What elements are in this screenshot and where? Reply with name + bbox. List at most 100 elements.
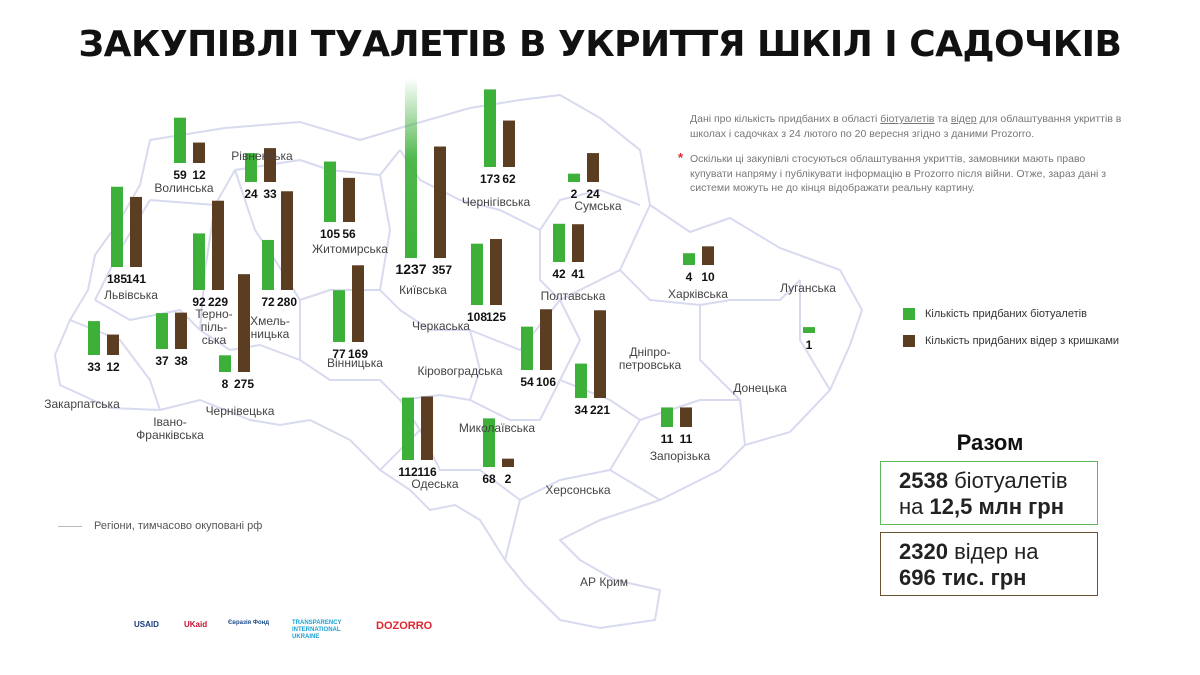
region-name-донецька: Донецька (733, 381, 787, 395)
value-toilets-івано-франківська: 37 (155, 354, 169, 368)
value-buckets-чернігівська: 62 (502, 172, 516, 186)
page-title: ЗАКУПІВЛІ ТУАЛЕТІВ В УКРИТТЯ ШКІЛ І САДО… (78, 24, 1123, 65)
toilets-on: на (899, 494, 924, 519)
totals-buckets-box: 2320 відер на 696 тис. грн (880, 532, 1098, 596)
bar-toilets-харківська (683, 253, 695, 265)
bar-marks (88, 78, 815, 467)
value-buckets-харківська: 10 (701, 270, 715, 284)
value-buckets-полтавська: 41 (571, 267, 585, 281)
bar-buckets-сумська (587, 153, 599, 182)
bar-buckets-київська (434, 146, 446, 258)
bar-toilets-житомирська (324, 161, 336, 222)
region-name-житомирська: Житомирська (312, 242, 388, 256)
bar-buckets-волинська (193, 142, 205, 163)
value-buckets-вінницька: 169 (348, 347, 368, 361)
value-toilets-рівненська: 24 (244, 187, 258, 201)
occupied-label: Регіони, тимчасово окуповані рф (94, 520, 263, 532)
value-toilets-хмельницька: 72 (261, 295, 275, 309)
region-name-закарпатська: Закарпатська (44, 397, 120, 411)
link-buckets[interactable]: відер (950, 113, 977, 125)
bar-buckets-хмельницька (281, 191, 293, 290)
value-toilets-черкаська: 108 (467, 310, 487, 324)
region-name-тернопільська: Терно-піль-ська (195, 307, 232, 347)
region-name-львівська: Львівська (104, 288, 158, 302)
region-name-дніпропетровська: Дніпро-петровська (619, 345, 682, 372)
value-toilets-тернопільська: 92 (192, 295, 206, 309)
bar-toilets-івано-франківська (156, 313, 168, 349)
totals-toilets-box: 2538 біотуалетів на 12,5 млн грн (880, 461, 1098, 525)
value-buckets-львівська: 141 (126, 272, 146, 286)
value-toilets-волинська: 59 (173, 168, 187, 182)
bar-buckets-одеська (421, 396, 433, 460)
bar-buckets-черкаська (490, 239, 502, 305)
bar-buckets-чернігівська (503, 120, 515, 167)
bar-toilets-одеська (402, 397, 414, 460)
usaid-logo: USAID (134, 620, 159, 629)
bar-toilets-волинська (174, 117, 186, 163)
legend-label-buckets: Кількість придбаних відер з кришками (925, 335, 1120, 347)
ukaid-logo: UKaid (184, 620, 208, 629)
buckets-count: 2320 (899, 539, 948, 564)
toilets-count: 2538 (899, 468, 948, 493)
buckets-sum: 696 тис. грн (899, 565, 1027, 590)
value-buckets-одеська: 116 (417, 465, 437, 479)
region-name-запорізька: Запорізька (650, 449, 711, 463)
link-toilets[interactable]: біотуалетів (880, 113, 935, 125)
bar-buckets-рівненська (264, 148, 276, 182)
bar-toilets-чернігівська (484, 89, 496, 167)
note-text-start: Дані про кількість придбаних в області (690, 113, 881, 125)
bar-toilets-луганська (803, 327, 815, 333)
region-name-одеська: Одеська (411, 477, 459, 491)
bar-toilets-дніпропетровська (575, 363, 587, 398)
bar-buckets-дніпропетровська (594, 310, 606, 398)
value-toilets-львівська: 185 (107, 272, 127, 286)
source-note: Дані про кількість придбаних в області б… (690, 112, 1130, 141)
legend-swatch-brown (903, 335, 915, 347)
bar-buckets-тернопільська (212, 200, 224, 290)
totals-heading: Разом (956, 430, 1024, 455)
value-toilets-чернігівська: 173 (480, 172, 500, 186)
bar-toilets-хмельницька (262, 239, 274, 290)
bar-buckets-закарпатська (107, 334, 119, 355)
legend-swatch-green (903, 308, 915, 320)
bar-toilets-миколаївська (483, 418, 495, 467)
region-name-вінницька: Вінницька (327, 356, 383, 370)
bar-toilets-закарпатська (88, 321, 100, 355)
toilets-word: біотуалетів (954, 468, 1068, 493)
value-toilets-сумська: 2 (571, 187, 578, 201)
region-name-івано-франківська: Івано-Франківська (136, 415, 204, 442)
bar-toilets-рівненська (245, 153, 257, 182)
value-buckets-кіровоградська: 106 (536, 375, 556, 389)
value-toilets-запорізька: 11 (661, 432, 674, 446)
legend-label-toilets: Кількість придбаних біотуалетів (925, 308, 1087, 320)
region-name-полтавська: Полтавська (541, 289, 606, 303)
country-outline (54, 94, 863, 629)
note-text-end: для облаштування укриттів в школах і сад… (690, 113, 1122, 140)
value-buckets-рівненська: 33 (263, 187, 277, 201)
bar-toilets-київська (405, 78, 417, 258)
region-name-кіровоградська: Кіровоградська (417, 364, 502, 378)
value-toilets-полтавська: 42 (552, 267, 566, 281)
value-toilets-закарпатська: 33 (87, 360, 101, 374)
value-buckets-сумська: 24 (586, 187, 600, 201)
value-buckets-хмельницька: 280 (277, 295, 297, 309)
value-buckets-черкаська: 125 (486, 310, 506, 324)
value-toilets-луганська: 1 (806, 338, 813, 352)
value-toilets-дніпропетровська: 34 (574, 403, 588, 417)
value-toilets-кіровоградська: 54 (520, 375, 534, 389)
bar-toilets-сумська (568, 173, 580, 182)
region-name-рівненська: Рівненська (231, 149, 293, 163)
value-buckets-запорізька: 11 (680, 432, 693, 446)
bar-buckets-полтавська (572, 224, 584, 262)
bar-buckets-чернівецька (238, 274, 250, 372)
bar-toilets-чернівецька (219, 355, 231, 372)
bar-buckets-львівська (130, 196, 142, 267)
value-buckets-миколаївська: 2 (505, 472, 512, 486)
region-name-харківська: Харківська (668, 287, 728, 301)
value-toilets-харківська: 4 (686, 270, 693, 284)
disclaimer-note: * Оскільки ці закупівлі стосуються облаш… (678, 150, 1130, 196)
value-buckets-житомирська: 56 (342, 227, 356, 241)
region-name-черкаська: Черкаська (412, 319, 470, 333)
